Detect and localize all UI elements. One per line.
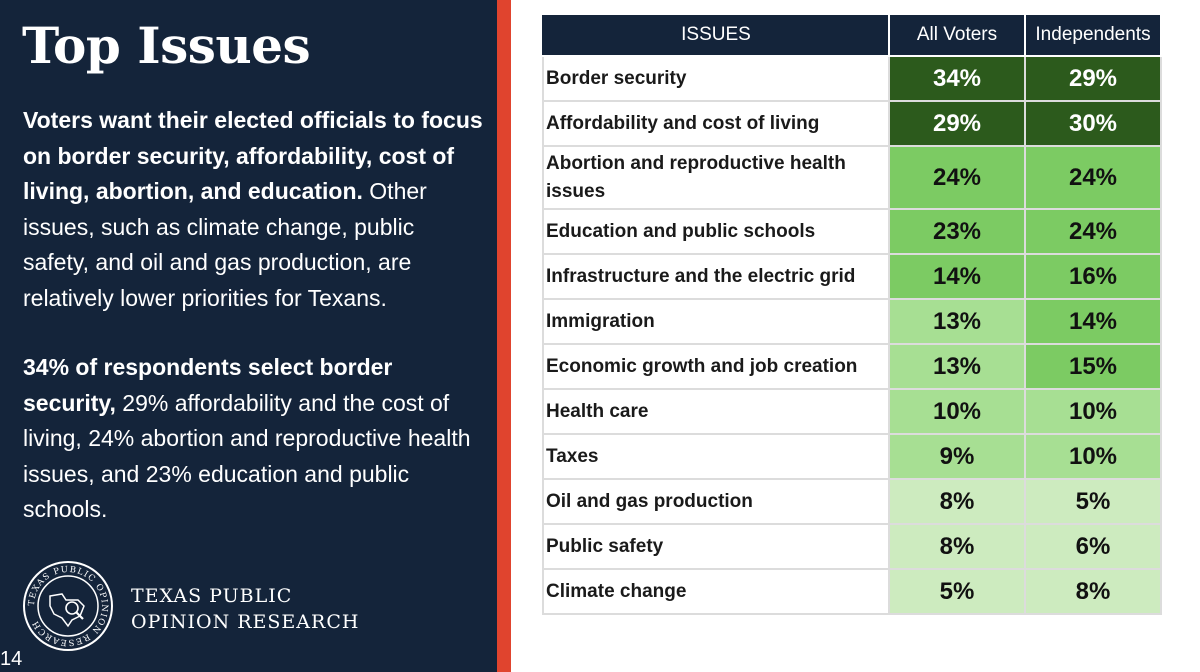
stats-paragraph: 34% of respondents select border securit… [23,350,485,528]
all-voters-cell: 14% [888,253,1026,300]
independents-cell: 5% [1024,478,1162,525]
table-row: Taxes 9% 10% [542,433,1162,480]
issue-cell: Affordability and cost of living [542,100,890,147]
independents-cell: 14% [1024,298,1162,345]
table-row: Infrastructure and the electric grid 14% 1… [542,253,1162,300]
table-row: Affordability and cost of living 29% 30% [542,100,1162,147]
issue-cell: Health care [542,388,890,435]
stats-regular-text: 29% affordability and the cost of living… [23,389,471,523]
summary-regular-text: Other issues, such as climate change, pu… [23,178,427,311]
stats-bold-text: 34% of respondents select border securit… [23,354,393,416]
table-header-row: ISSUES All Voters Independents [542,13,1162,57]
table-row: Oil and gas production 8% 5% [542,478,1162,525]
top-issues-table: ISSUES All Voters Independents Border se… [542,13,1162,615]
header-all-voters: All Voters [888,13,1026,57]
all-voters-cell: 9% [888,433,1026,480]
table-row: Health care 10% 10% [542,388,1162,435]
table-row: Border security 34% 29% [542,55,1162,102]
table-row: Immigration 13% 14% [542,298,1162,345]
independents-cell: 8% [1024,568,1162,615]
independents-cell: 15% [1024,343,1162,390]
organization-name-line2: OPINION RESEARCH [131,611,360,633]
table-row: Public safety 8% 6% [542,523,1162,570]
slide-title: Top Issues [22,16,311,75]
svg-text:TEXAS PUBLIC OPINION RESEARCH: TEXAS PUBLIC OPINION RESEARCH [27,565,109,647]
red-divider [497,0,511,672]
table-row: Abortion and reproductive health issues 2… [542,145,1162,210]
all-voters-cell: 23% [888,208,1026,255]
all-voters-cell: 8% [888,478,1026,525]
all-voters-cell: 29% [888,100,1026,147]
independents-cell: 10% [1024,433,1162,480]
independents-cell: 24% [1024,208,1162,255]
seal-text: TEXAS PUBLIC OPINION RESEARCH [27,565,108,647]
left-panel: Top Issues Voters want their elected off… [0,0,497,672]
issue-cell: Immigration [542,298,890,345]
table-row: Climate change 5% 8% [542,568,1162,615]
summary-bold-text: Voters want their elected officials to f… [23,107,483,204]
independents-cell: 6% [1024,523,1162,570]
all-voters-cell: 24% [888,145,1026,210]
table-row: Economic growth and job creation 13% 15% [542,343,1162,390]
header-independents: Independents [1024,13,1162,57]
seal-logo-icon: TEXAS PUBLIC OPINION RESEARCH [23,561,113,651]
all-voters-cell: 34% [888,55,1026,102]
issue-cell: Abortion and reproductive health issues [542,145,890,210]
issue-cell: Education and public schools [542,208,890,255]
all-voters-cell: 10% [888,388,1026,435]
issue-cell: Taxes [542,433,890,480]
independents-cell: 16% [1024,253,1162,300]
independents-cell: 30% [1024,100,1162,147]
organization-name: TEXAS PUBLIC OPINION RESEARCH [131,583,359,635]
issue-cell: Climate change [542,568,890,615]
issue-cell: Infrastructure and the electric grid [542,253,890,300]
all-voters-cell: 8% [888,523,1026,570]
issue-cell: Oil and gas production [542,478,890,525]
table-body: Border security 34% 29% Affordability and c… [542,55,1162,615]
organization-name-line1: TEXAS PUBLIC [131,585,293,607]
all-voters-cell: 13% [888,298,1026,345]
table-row: Education and public schools 23% 24% [542,208,1162,255]
page-number: 14 [0,648,23,670]
independents-cell: 10% [1024,388,1162,435]
issue-cell: Economic growth and job creation [542,343,890,390]
issue-cell: Border security [542,55,890,102]
all-voters-cell: 5% [888,568,1026,615]
header-issues: ISSUES [542,13,890,57]
independents-cell: 29% [1024,55,1162,102]
summary-paragraph: Voters want their elected officials to f… [23,103,485,316]
all-voters-cell: 13% [888,343,1026,390]
issue-cell: Public safety [542,523,890,570]
independents-cell: 24% [1024,145,1162,210]
